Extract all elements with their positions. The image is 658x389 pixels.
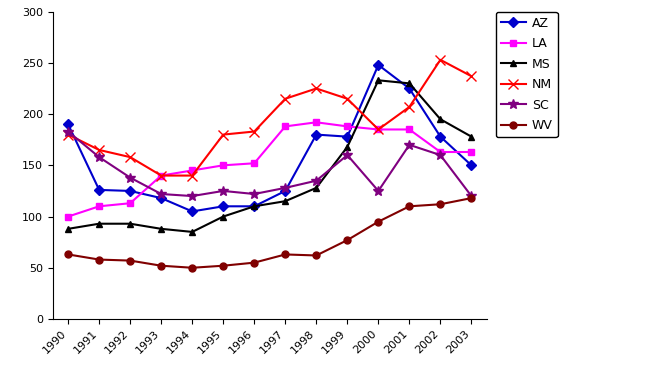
NM (64, 132, 72, 137)
MS (126, 221, 134, 226)
LA (188, 168, 196, 173)
WV (467, 196, 475, 200)
WV (157, 263, 165, 268)
Legend: AZ, LA, MS, NM, SC, WV: AZ, LA, MS, NM, SC, WV (495, 12, 558, 137)
WV (64, 252, 72, 257)
WV (436, 202, 444, 207)
Line: MS: MS (64, 77, 475, 235)
AZ (157, 196, 165, 200)
MS (436, 117, 444, 122)
WV (219, 263, 227, 268)
SC (157, 192, 165, 196)
NM (188, 173, 196, 178)
WV (405, 204, 413, 209)
LA (343, 124, 351, 129)
LA (126, 201, 134, 205)
Line: NM: NM (63, 55, 476, 180)
NM (282, 96, 290, 101)
WV (282, 252, 290, 257)
SC (188, 194, 196, 198)
AZ (343, 134, 351, 139)
NM (467, 74, 475, 79)
WV (250, 260, 258, 265)
LA (436, 150, 444, 154)
SC (374, 189, 382, 193)
MS (343, 145, 351, 149)
MS (64, 226, 72, 231)
NM (157, 173, 165, 178)
LA (313, 120, 320, 124)
AZ (467, 163, 475, 168)
WV (188, 265, 196, 270)
AZ (219, 204, 227, 209)
MS (313, 186, 320, 190)
AZ (374, 63, 382, 67)
MS (467, 134, 475, 139)
NM (95, 148, 103, 152)
NM (436, 58, 444, 62)
NM (250, 129, 258, 134)
SC (250, 192, 258, 196)
NM (313, 86, 320, 91)
SC (282, 186, 290, 190)
LA (64, 214, 72, 219)
AZ (126, 189, 134, 193)
LA (157, 173, 165, 178)
SC (467, 194, 475, 198)
MS (157, 226, 165, 231)
Line: SC: SC (63, 127, 476, 201)
AZ (405, 86, 413, 91)
AZ (313, 132, 320, 137)
WV (313, 253, 320, 258)
MS (250, 204, 258, 209)
LA (95, 204, 103, 209)
NM (405, 105, 413, 109)
SC (313, 178, 320, 183)
AZ (282, 189, 290, 193)
WV (126, 258, 134, 263)
NM (343, 96, 351, 101)
Line: LA: LA (64, 119, 475, 220)
MS (405, 81, 413, 86)
LA (219, 163, 227, 168)
WV (95, 257, 103, 262)
AZ (64, 122, 72, 127)
LA (405, 127, 413, 132)
SC (64, 129, 72, 134)
SC (219, 189, 227, 193)
WV (374, 219, 382, 224)
NM (374, 127, 382, 132)
AZ (95, 187, 103, 192)
SC (95, 155, 103, 159)
MS (282, 199, 290, 203)
AZ (436, 134, 444, 139)
NM (219, 132, 227, 137)
AZ (188, 209, 196, 214)
MS (95, 221, 103, 226)
LA (467, 150, 475, 154)
WV (343, 238, 351, 242)
Line: WV: WV (64, 194, 475, 271)
Line: AZ: AZ (64, 61, 475, 215)
AZ (250, 204, 258, 209)
LA (250, 161, 258, 166)
MS (374, 78, 382, 82)
SC (126, 175, 134, 180)
SC (343, 153, 351, 158)
LA (282, 124, 290, 129)
SC (436, 153, 444, 158)
SC (405, 142, 413, 147)
MS (219, 214, 227, 219)
MS (188, 230, 196, 234)
NM (126, 155, 134, 159)
LA (374, 127, 382, 132)
